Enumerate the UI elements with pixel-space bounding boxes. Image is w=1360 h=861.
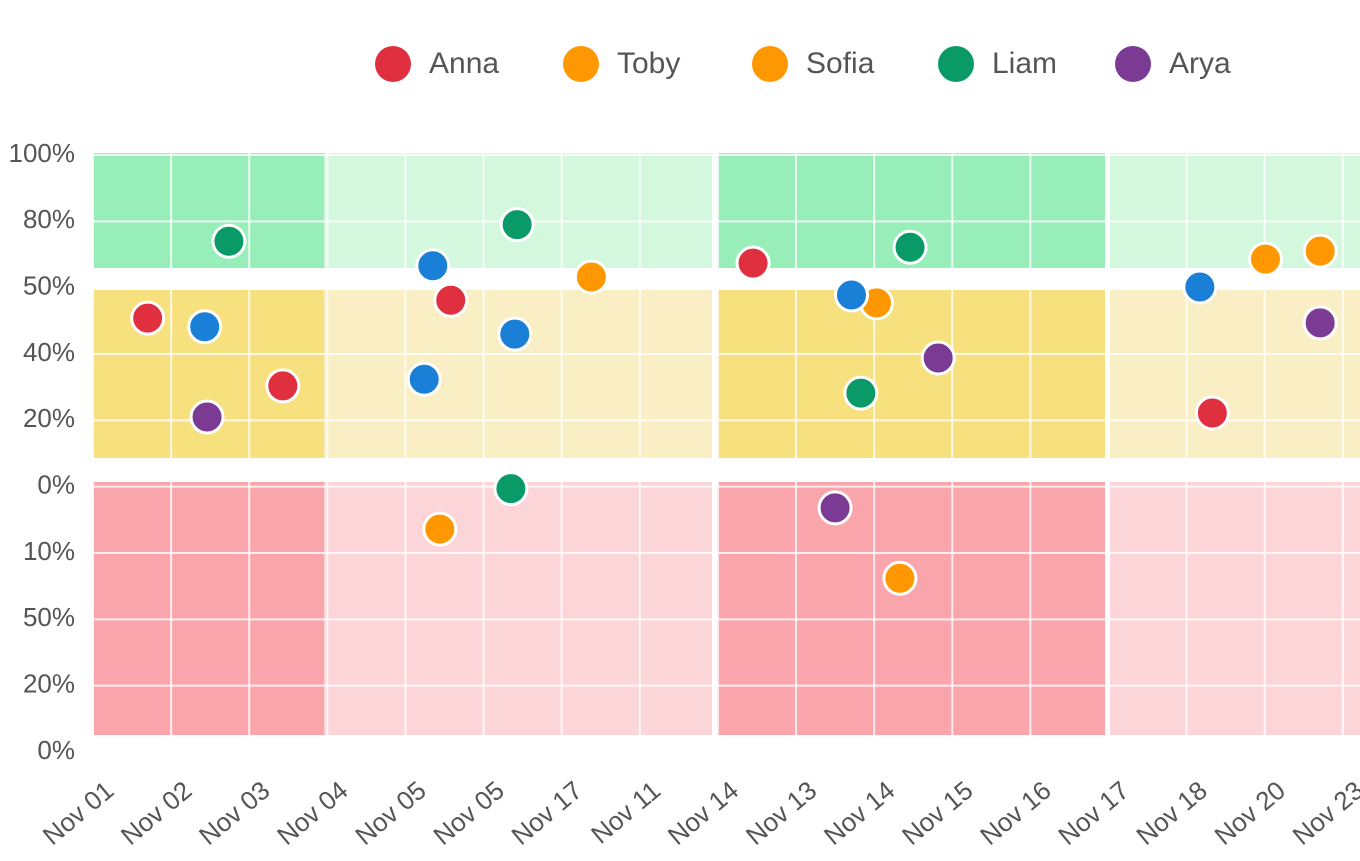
- point: [833, 277, 869, 313]
- y-tick-label: 0%: [37, 735, 75, 765]
- band: [1110, 482, 1360, 735]
- point: [433, 282, 469, 318]
- band: [717, 290, 1105, 458]
- x-tick-label: Nov 23: [1287, 775, 1360, 851]
- band: [324, 482, 712, 735]
- band: [324, 290, 712, 458]
- point: [211, 223, 247, 259]
- x-tick-label: Nov 01: [37, 775, 119, 851]
- x-tick-label: Nov 20: [1209, 775, 1291, 851]
- legend-label: Toby: [617, 47, 680, 80]
- bands: [93, 153, 1360, 735]
- y-tick-label: 10%: [23, 536, 75, 566]
- x-tick-label: Nov 17: [1052, 775, 1134, 851]
- legend-label: Anna: [429, 47, 499, 80]
- x-tick-label: Nov 05: [427, 775, 509, 851]
- x-tick-label: Nov 05: [349, 775, 431, 851]
- point: [817, 490, 853, 526]
- point: [1194, 395, 1230, 431]
- point: [1302, 305, 1338, 341]
- point: [843, 375, 879, 411]
- point: [422, 511, 458, 547]
- y-tick-label: 50%: [23, 271, 75, 301]
- legend-label: Sofia: [806, 47, 875, 80]
- x-tick-label: Nov 17: [506, 775, 588, 851]
- x-tick-label: Nov 04: [271, 775, 353, 851]
- point: [497, 316, 533, 352]
- y-tick-label: 40%: [23, 337, 75, 367]
- point: [493, 471, 529, 507]
- point: [187, 309, 223, 345]
- legend-swatch: [752, 46, 788, 82]
- x-tick-label: Nov 02: [115, 775, 197, 851]
- band: [93, 482, 324, 735]
- point: [1302, 233, 1338, 269]
- point: [189, 399, 225, 435]
- point: [415, 248, 451, 284]
- x-tick-label: Nov 16: [974, 775, 1056, 851]
- point: [1247, 241, 1283, 277]
- legend-label: Arya: [1169, 47, 1231, 80]
- x-tick-label: Nov 13: [740, 775, 822, 851]
- x-tick-label: Nov 03: [193, 775, 275, 851]
- legend-swatch: [1115, 46, 1151, 82]
- y-tick-label: 50%: [23, 602, 75, 632]
- legend-swatch: [938, 46, 974, 82]
- x-tick-label: Nov 15: [896, 775, 978, 851]
- x-tick-label: Nov 18: [1130, 775, 1212, 851]
- y-tick-label: 100%: [9, 138, 76, 168]
- y-tick-label: 20%: [23, 403, 75, 433]
- point: [1182, 269, 1218, 305]
- x-tick-label: Nov 11: [585, 775, 666, 850]
- point: [265, 368, 301, 404]
- legend: Anna Toby Sofia Liam Arya: [375, 46, 1231, 82]
- point: [499, 207, 535, 243]
- legend-swatch: [375, 46, 411, 82]
- point: [920, 340, 956, 376]
- point: [573, 259, 609, 295]
- y-tick-label: 20%: [23, 669, 75, 699]
- point: [130, 300, 166, 336]
- grid: [92, 153, 1360, 753]
- point: [735, 245, 771, 281]
- points: [130, 207, 1338, 596]
- x-tick-label: Nov 14: [818, 775, 900, 851]
- legend-swatch: [563, 46, 599, 82]
- point: [882, 560, 918, 596]
- band: [717, 482, 1105, 735]
- band: [93, 153, 324, 268]
- y-tick-label: 80%: [23, 204, 75, 234]
- y-tick-label: 0%: [37, 470, 75, 500]
- legend-label: Liam: [992, 47, 1057, 80]
- point: [892, 229, 928, 265]
- x-tick-label: Nov 14: [662, 775, 744, 851]
- point: [406, 361, 442, 397]
